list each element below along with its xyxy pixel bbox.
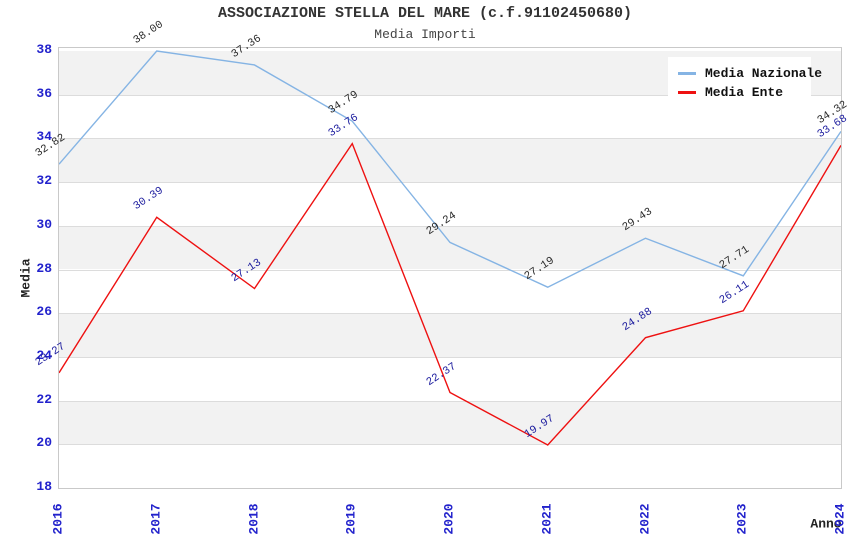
x-tick-label: 2016 bbox=[50, 503, 66, 535]
legend-swatch-icon bbox=[678, 91, 696, 94]
x-tick-label: 2018 bbox=[246, 503, 261, 535]
y-tick-label: 30 bbox=[36, 216, 52, 232]
plot-band bbox=[59, 400, 841, 445]
legend-label: Media Ente bbox=[705, 85, 784, 100]
legend: Media Nazionale Media Ente bbox=[668, 57, 822, 109]
series-line-nazionale bbox=[59, 50, 841, 288]
gridline bbox=[59, 313, 841, 315]
gridline bbox=[59, 182, 841, 184]
plot-area: 32.82 38.00 37.36 34.79 29.24 27.19 29.43 27.71… bbox=[33, 19, 850, 489]
chart-subtitle: Media Importi bbox=[374, 27, 476, 42]
gridline bbox=[59, 225, 841, 227]
y-tick-label: 32 bbox=[36, 173, 52, 189]
y-tick-label: 34 bbox=[36, 129, 52, 145]
x-tick-label: 2022 bbox=[637, 503, 652, 535]
chart-title: ASSOCIAZIONE STELLA DEL MARE (c.f.911024… bbox=[217, 5, 633, 22]
x-tick-label: 2020 bbox=[441, 503, 457, 535]
gridline bbox=[59, 269, 841, 271]
y-tick-label: 38 bbox=[36, 42, 52, 57]
y-tick-label: 24 bbox=[36, 347, 52, 363]
gridline bbox=[59, 444, 841, 446]
legend-swatch-icon bbox=[678, 72, 696, 75]
y-tick-label: 20 bbox=[36, 435, 52, 451]
x-tick-label: 2017 bbox=[148, 503, 164, 535]
series-lines bbox=[59, 50, 841, 446]
legend-item-ente: Media Ente bbox=[678, 84, 811, 101]
y-tick-label: 22 bbox=[36, 391, 52, 407]
series-line-ente bbox=[59, 142, 841, 446]
gridline bbox=[59, 356, 841, 358]
legend-label: Media Nazionale bbox=[705, 66, 823, 81]
y-tick-label: 18 bbox=[36, 479, 52, 494]
y-tick-label: 36 bbox=[36, 85, 52, 101]
x-tick-label: 2019 bbox=[343, 503, 359, 535]
plot-band bbox=[59, 225, 841, 270]
x-tick-label: 2021 bbox=[539, 503, 555, 535]
gridline bbox=[59, 400, 841, 402]
x-tick-label: 2024 bbox=[832, 503, 848, 535]
gridline bbox=[59, 94, 841, 96]
legend-item-nazionale: Media Nazionale bbox=[678, 65, 822, 82]
y-tick-label: 26 bbox=[36, 304, 52, 320]
y-tick-label: 28 bbox=[36, 260, 52, 276]
x-axis-title: Anno bbox=[810, 516, 842, 532]
x-tick-label: 2023 bbox=[734, 503, 750, 535]
plot-band bbox=[59, 138, 841, 183]
gridline bbox=[59, 138, 841, 140]
